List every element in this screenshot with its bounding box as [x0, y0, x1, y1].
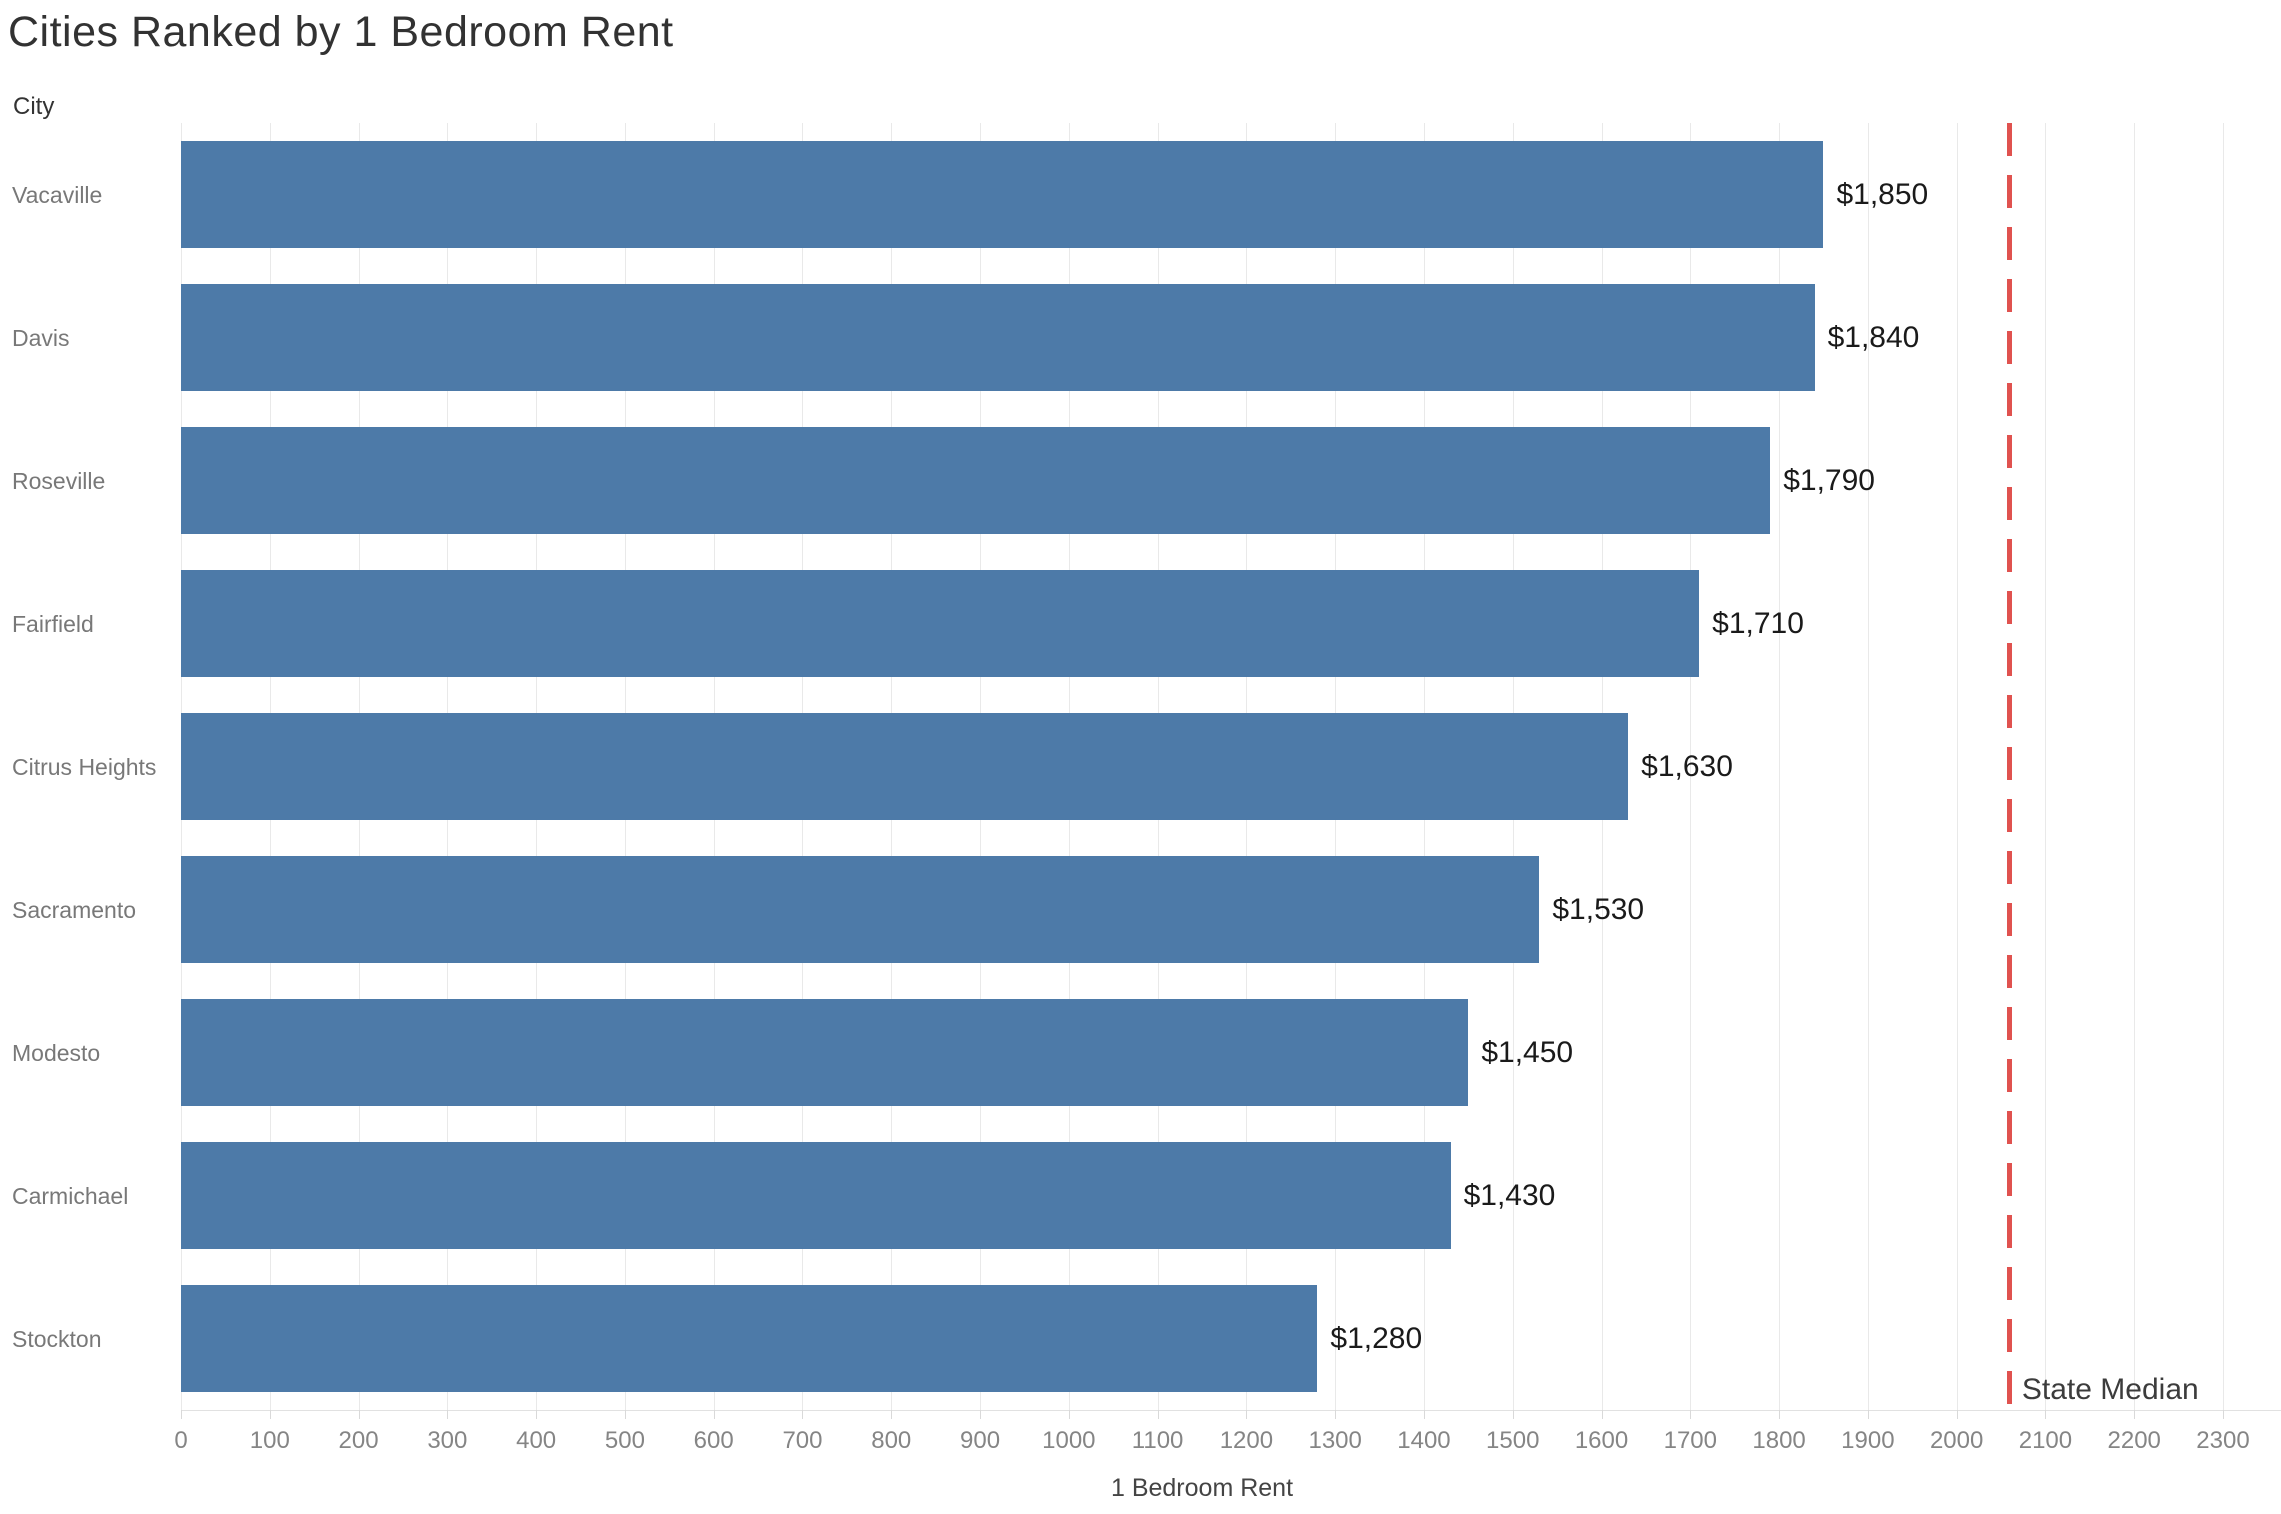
x-axis-tick-mark: [1512, 1410, 1514, 1419]
category-label-vacaville: Vacaville: [12, 181, 103, 208]
x-axis-tick-mark: [1690, 1410, 1692, 1419]
x-axis-tick-label: 200: [338, 1427, 379, 1454]
bar-stockton[interactable]: [181, 1285, 1318, 1392]
x-axis-tick-label: 100: [249, 1427, 290, 1454]
x-axis-tick-mark: [1335, 1410, 1337, 1419]
gridline: [2045, 123, 2047, 1410]
x-axis-tick-label: 600: [693, 1427, 734, 1454]
x-axis-tick-label: 900: [960, 1427, 1001, 1454]
gridline: [2134, 123, 2136, 1410]
x-axis-tick-label: 1400: [1397, 1427, 1451, 1454]
x-axis-tick-label: 700: [782, 1427, 823, 1454]
x-axis-tick-mark: [1956, 1410, 1958, 1419]
x-axis-tick-label: 1000: [1042, 1427, 1096, 1454]
x-axis-tick-mark: [1068, 1410, 1070, 1419]
gridline: [1779, 123, 1781, 1410]
x-axis-line: [181, 1410, 2281, 1411]
x-axis-tick-label: 1500: [1486, 1427, 1540, 1454]
bar-sacramento[interactable]: [181, 856, 1540, 963]
x-axis-tick-mark: [269, 1410, 271, 1419]
bar-value-label: $1,450: [1481, 1035, 1574, 1069]
x-axis-tick-label: 1300: [1308, 1427, 1362, 1454]
category-label-roseville: Roseville: [12, 467, 106, 494]
x-axis-tick-label: 1900: [1841, 1427, 1895, 1454]
reference-line: [2007, 123, 2013, 1410]
x-axis-tick-mark: [713, 1410, 715, 1419]
x-axis-tick-label: 1800: [1752, 1427, 1806, 1454]
bar-fairfield[interactable]: [181, 570, 1700, 677]
x-axis-tick-mark: [802, 1410, 804, 1419]
bar-value-label: $1,530: [1552, 892, 1645, 926]
plot-area: $1,850 $1,840 $1,790 $1,710 $1,630 $1,530 $1,4…: [174, 123, 2281, 1454]
x-axis-tick-mark: [891, 1410, 893, 1419]
x-axis-tick-mark: [980, 1410, 982, 1419]
bar-value-label: $1,630: [1641, 749, 1733, 783]
x-axis-tick-label: 2100: [2018, 1427, 2073, 1454]
x-axis-tick-mark: [1779, 1410, 1781, 1419]
bar-value-label: $1,840: [1827, 320, 1920, 354]
bar-value-label: $1,280: [1330, 1321, 1423, 1355]
category-label-fairfield: Fairfield: [12, 610, 94, 637]
x-axis-tick-label: 400: [516, 1427, 557, 1454]
x-axis-tick-mark: [536, 1410, 538, 1419]
x-axis-tick-mark: [1601, 1410, 1603, 1419]
x-axis-tick-label: 1200: [1219, 1427, 1274, 1454]
x-axis-title: 1 Bedroom Rent: [1110, 1474, 1294, 1502]
x-axis-tick-mark: [358, 1410, 360, 1419]
x-axis-tick-mark: [1423, 1410, 1425, 1419]
x-axis-tick-mark: [2223, 1410, 2224, 1419]
x-axis-tick-mark: [2045, 1410, 2047, 1419]
bar-roseville[interactable]: [181, 427, 1771, 534]
x-axis-tick-mark: [2134, 1410, 2136, 1419]
x-axis-tick-mark: [447, 1410, 449, 1419]
bar-value-label: $1,790: [1783, 463, 1875, 497]
x-axis-tick-label: 2000: [1929, 1427, 1984, 1454]
bar-citrus-heights[interactable]: [181, 713, 1629, 820]
x-axis-tick-label: 2200: [2107, 1427, 2161, 1454]
category-label-davis: Davis: [12, 324, 70, 351]
x-axis-tick-label: 0: [174, 1427, 188, 1454]
gridline: [1956, 123, 1958, 1410]
x-axis-tick-mark: [1246, 1410, 1248, 1419]
bar-value-label: $1,430: [1463, 1178, 1556, 1212]
x-axis-tick-label: 1700: [1663, 1427, 1717, 1454]
reference-line-label: State Median: [2021, 1373, 2199, 1406]
gridline: [2223, 123, 2224, 1410]
x-axis-tick-mark: [1157, 1410, 1159, 1419]
x-axis-tick-label: 500: [604, 1427, 645, 1454]
gridline: [1690, 123, 1692, 1410]
bar-vacaville[interactable]: [181, 141, 1824, 248]
category-label-carmichael: Carmichael: [12, 1182, 129, 1209]
x-axis-tick-label: 800: [871, 1427, 912, 1454]
row-axis-header: City: [13, 93, 55, 120]
x-axis-tick-label: 1100: [1131, 1427, 1184, 1454]
x-axis-tick-label: 2300: [2196, 1427, 2250, 1454]
category-label-stockton: Stockton: [12, 1325, 102, 1352]
gridline: [1867, 123, 1869, 1410]
x-axis-tick-mark: [181, 1410, 182, 1419]
bar-davis[interactable]: [181, 284, 1815, 391]
bar-modesto[interactable]: [181, 999, 1469, 1106]
x-axis-tick-mark: [1867, 1410, 1869, 1419]
category-label-sacramento: Sacramento: [12, 896, 137, 923]
bar-value-label: $1,850: [1836, 177, 1929, 211]
chart-title: Cities Ranked by 1 Bedroom Rent: [8, 8, 674, 56]
category-label-citrus-heights: Citrus Heights: [12, 753, 157, 780]
x-axis-tick-mark: [624, 1410, 626, 1419]
bar-carmichael[interactable]: [181, 1142, 1451, 1249]
x-axis-tick-label: 1600: [1574, 1427, 1629, 1454]
bar-value-label: $1,710: [1712, 606, 1804, 640]
x-axis-tick-label: 300: [427, 1427, 468, 1454]
category-label-modesto: Modesto: [12, 1039, 101, 1066]
